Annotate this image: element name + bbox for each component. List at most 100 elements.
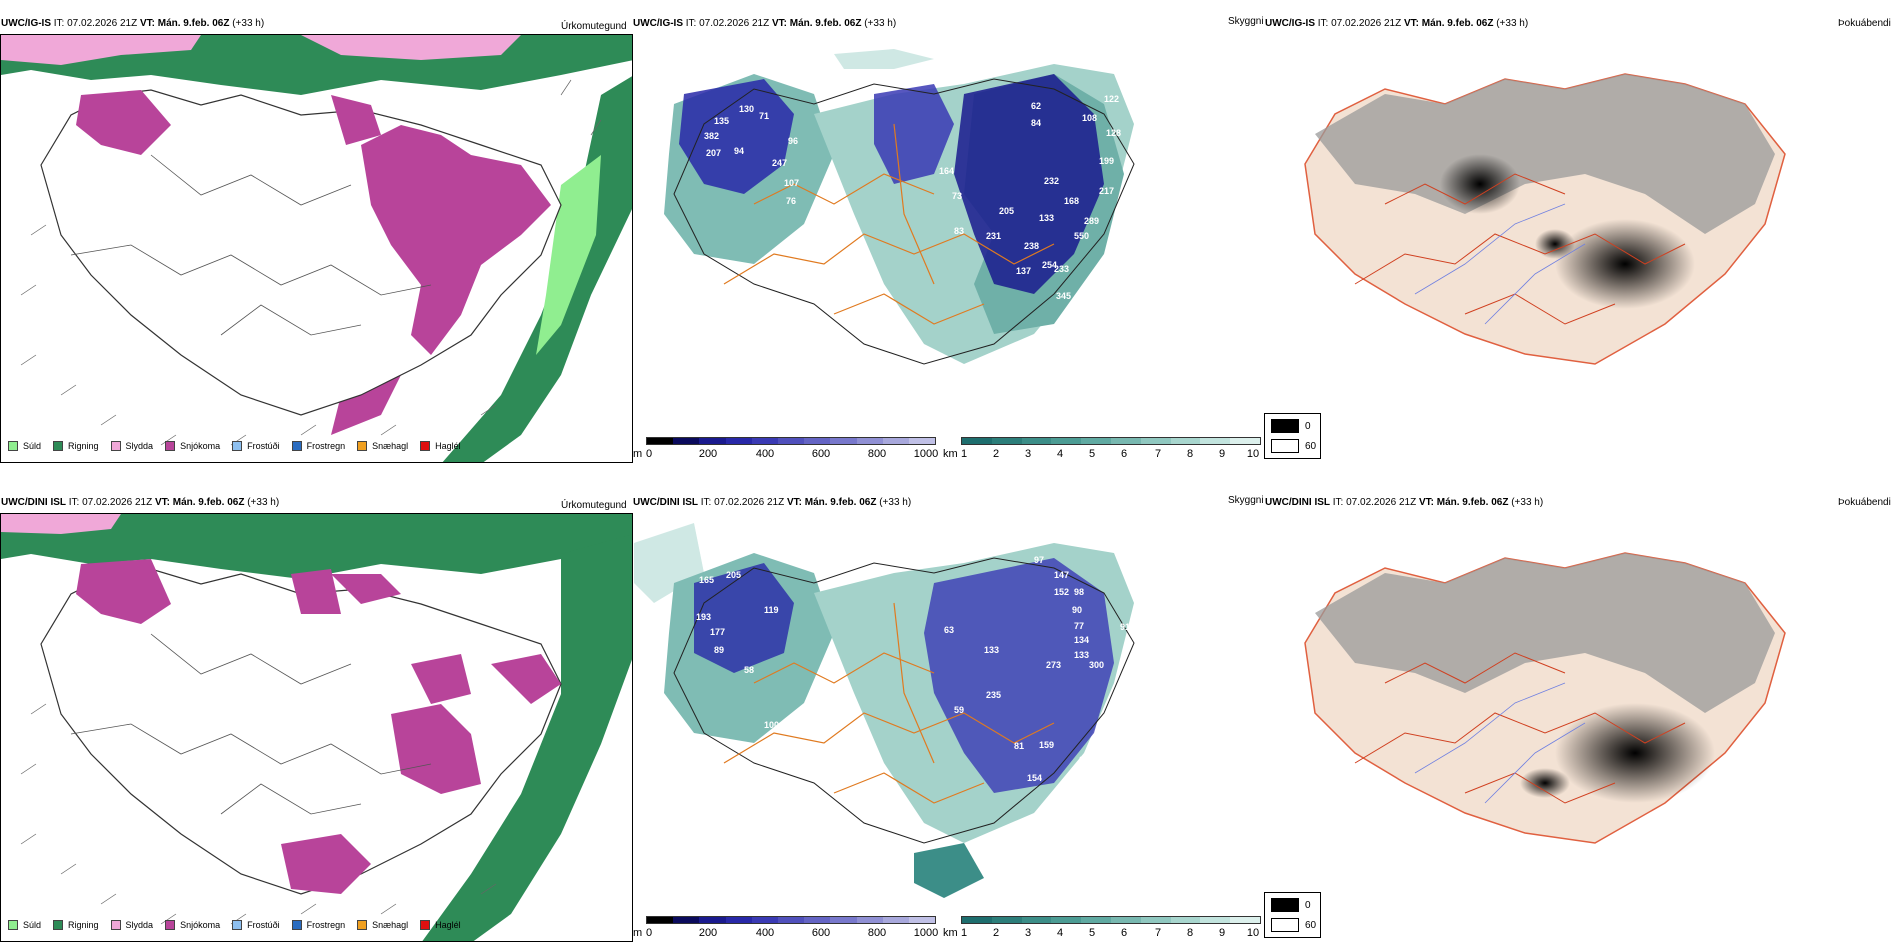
river-lines — [1414, 203, 1586, 325]
depth-label: 133 — [984, 645, 999, 655]
precip-legend-top: Súld Rigning Slydda Snjókoma Frostúði Fr… — [8, 441, 473, 451]
colorbar-swatch — [777, 917, 805, 923]
sleet-area — [1, 514, 121, 534]
snow-area — [76, 90, 171, 155]
depth-label: 133 — [1074, 650, 1089, 660]
sleet-area — [301, 35, 521, 60]
precip-map-svg — [1, 35, 632, 462]
iceland-outline — [673, 557, 1135, 844]
vt-value: Mán. 9.feb. 06Z — [172, 497, 245, 508]
precip-map-bottom[interactable] — [0, 513, 633, 942]
depth-labels: 250 135 382 207 94 247 96 71 130 107 76 … — [704, 56, 1197, 338]
depth-label: 206 — [1114, 262, 1129, 272]
wind-barbs — [20, 703, 497, 925]
cloud-map-bottom[interactable] — [1265, 513, 1900, 893]
cloud-key-label: 0 — [1305, 420, 1311, 432]
colorbar-swatch — [1110, 438, 1141, 444]
depth-label: 152 — [1054, 587, 1069, 597]
header-top-cloud: UWC/IG-IS IT: 07.02.2026 21Z VT: Mán. 9.… — [1265, 18, 1528, 29]
vt-value: Mán. 9.feb. 06Z — [804, 497, 877, 508]
depth-label: 186 — [1182, 196, 1197, 206]
depth-label: 59 — [954, 705, 964, 715]
legend-label: Slydda — [125, 441, 154, 451]
vt-label: VT: — [771, 18, 787, 29]
visibility-map-top[interactable]: 250 135 382 207 94 247 96 71 130 107 76 … — [634, 34, 1264, 429]
rain-area — [422, 534, 632, 941]
legend-item: Slydda — [110, 441, 154, 451]
colorbar-swatch — [1081, 917, 1111, 923]
lead-time: (+33 h) — [247, 497, 280, 508]
rain-area — [1, 514, 632, 579]
depth-label: 102 — [1194, 645, 1209, 655]
snow-area — [331, 95, 381, 145]
vt-value: Mán. 9.feb. 06Z — [1421, 18, 1494, 29]
legend-swatch — [53, 441, 64, 451]
depth-label: 193 — [696, 612, 711, 622]
depth-label: 81 — [1014, 741, 1024, 751]
colorbar-swatch — [908, 917, 936, 923]
vt-value: Mán. 9.feb. 06Z — [157, 18, 230, 29]
tick-label: 4 — [1056, 448, 1064, 460]
cloud-key-label: 60 — [1305, 440, 1317, 452]
depth-label: 176 — [1059, 328, 1074, 338]
colorbar-swatch — [647, 917, 674, 923]
colorbar-swatch — [991, 438, 1022, 444]
tick-label: 5 — [1088, 448, 1096, 460]
colorbar-swatch — [725, 917, 752, 923]
tick-label: 7 — [1154, 927, 1162, 939]
it-label: IT: — [53, 18, 65, 29]
vis-unit: km — [943, 448, 958, 460]
depth-label: 207 — [1062, 810, 1077, 820]
depth-label: 78 — [1139, 608, 1149, 618]
visibility-title: Skyggni — [1228, 495, 1264, 506]
depth-label: 94 — [734, 146, 744, 156]
legend-item: Snæhagl — [357, 920, 408, 930]
model-name: UWC/IG-IS — [633, 18, 683, 29]
depth-label: 18 — [1174, 136, 1184, 146]
colorbar-swatch — [1200, 438, 1231, 444]
depth-label: 135 — [714, 116, 729, 126]
tick-label: 1000 — [913, 927, 939, 939]
legend-swatch — [110, 920, 121, 930]
colorbar-swatch — [882, 438, 909, 444]
header-bottom-visibility: UWC/DINI ISL IT: 07.02.2026 21Z VT: Mán.… — [633, 497, 911, 508]
cloud-key-row: 0 — [1271, 419, 1311, 433]
depth-label: 58 — [744, 665, 754, 675]
depth-label: 71 — [759, 111, 769, 121]
snow-area — [331, 574, 401, 604]
legend-swatch — [232, 441, 243, 451]
sleet-area — [1, 35, 201, 65]
colorbar-swatch — [1200, 917, 1231, 923]
legend-label: Snjókoma — [180, 920, 221, 930]
snow-depth-area — [874, 84, 954, 184]
cloud-map-top[interactable] — [1265, 34, 1900, 414]
precip-map-top[interactable] — [0, 34, 633, 463]
legend-swatch — [291, 920, 302, 930]
depth-label: 134 — [1074, 635, 1089, 645]
drizzle-area — [536, 155, 601, 355]
depth-label: 76 — [786, 196, 796, 206]
tick-label: 9 — [1218, 927, 1226, 939]
precip-title: Úrkomutegund — [561, 500, 627, 511]
visibility-map-svg: 250 135 382 207 94 247 96 71 130 107 76 … — [664, 49, 1197, 365]
snow-area — [391, 704, 481, 794]
depth-label: 82 — [1150, 206, 1160, 216]
legend-swatch — [110, 441, 121, 451]
model-name: UWC/DINI ISL — [1, 497, 66, 508]
depth-label: 382 — [704, 131, 719, 141]
tick-label: 6 — [1120, 448, 1128, 460]
legend-item: Snæhagl — [357, 441, 408, 451]
legend-label: Snæhagl — [372, 441, 409, 451]
tick-label: 400 — [755, 448, 775, 460]
it-value: 07.02.2026 21Z — [82, 497, 153, 508]
snow-depth-area — [924, 558, 1114, 793]
depth-label: 159 — [1039, 740, 1054, 750]
iceland-outline — [673, 78, 1135, 365]
depth-label: 133 — [1039, 213, 1054, 223]
visibility-map-bottom[interactable]: 165 205 193 177 119 89 58 63 59 235 133 … — [634, 513, 1264, 908]
colorbar-swatch — [804, 917, 831, 923]
legend-item: Frostregn — [291, 441, 345, 451]
tick-label: 800 — [867, 927, 887, 939]
it-label: IT: — [1332, 497, 1344, 508]
depth-label: 177 — [710, 627, 725, 637]
